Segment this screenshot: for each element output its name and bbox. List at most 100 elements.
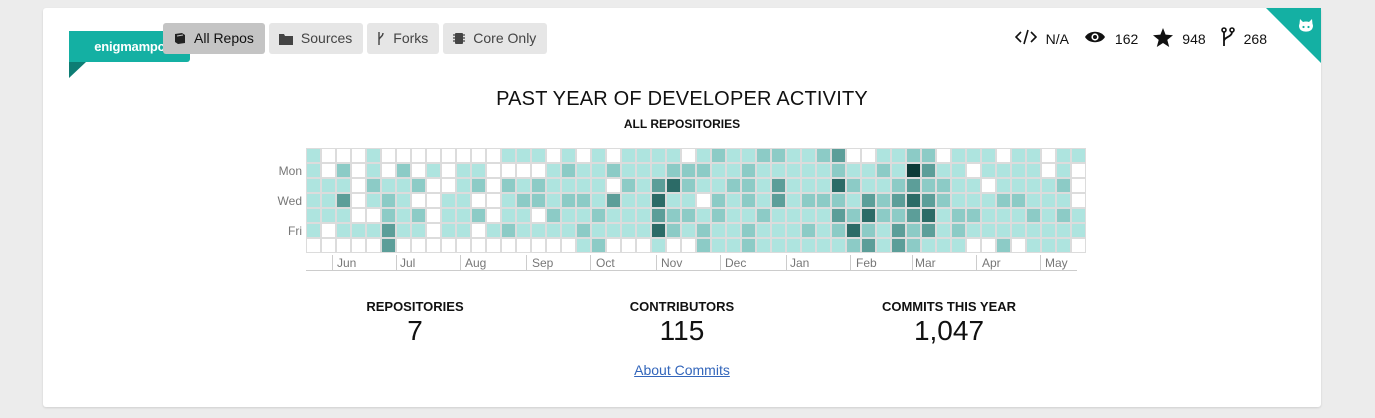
tab-core-only[interactable]: Core Only [443, 23, 548, 54]
heatmap-cell[interactable] [591, 178, 606, 193]
heatmap-cell[interactable] [1056, 163, 1071, 178]
heatmap-cell[interactable] [1011, 148, 1026, 163]
heatmap-cell[interactable] [321, 178, 336, 193]
heatmap-cell[interactable] [906, 223, 921, 238]
heatmap-cell[interactable] [456, 148, 471, 163]
heatmap-cell[interactable] [486, 148, 501, 163]
heatmap-cell[interactable] [801, 238, 816, 253]
heatmap-cell[interactable] [906, 193, 921, 208]
heatmap-cell[interactable] [396, 148, 411, 163]
heatmap-cell[interactable] [351, 148, 366, 163]
heatmap-cell[interactable] [501, 163, 516, 178]
heatmap-cell[interactable] [396, 208, 411, 223]
heatmap-cell[interactable] [546, 223, 561, 238]
heatmap-cell[interactable] [636, 223, 651, 238]
heatmap-cell[interactable] [606, 163, 621, 178]
heatmap-cell[interactable] [1056, 223, 1071, 238]
heatmap-cell[interactable] [666, 148, 681, 163]
heatmap-cell[interactable] [741, 223, 756, 238]
heatmap-cell[interactable] [981, 148, 996, 163]
heatmap-cell[interactable] [486, 178, 501, 193]
heatmap-cell[interactable] [756, 208, 771, 223]
heatmap-cell[interactable] [936, 208, 951, 223]
heatmap-cell[interactable] [1071, 178, 1086, 193]
heatmap-cell[interactable] [381, 223, 396, 238]
heatmap-cell[interactable] [861, 238, 876, 253]
heatmap-cell[interactable] [381, 238, 396, 253]
heatmap-cell[interactable] [666, 223, 681, 238]
heatmap-cell[interactable] [756, 163, 771, 178]
heatmap-cell[interactable] [921, 223, 936, 238]
heatmap-cell[interactable] [546, 178, 561, 193]
heatmap-cell[interactable] [576, 238, 591, 253]
heatmap-cell[interactable] [546, 238, 561, 253]
heatmap-cell[interactable] [786, 148, 801, 163]
heatmap-cell[interactable] [996, 208, 1011, 223]
heatmap-cell[interactable] [426, 163, 441, 178]
heatmap-cell[interactable] [801, 178, 816, 193]
heatmap-cell[interactable] [921, 163, 936, 178]
heatmap-cell[interactable] [1071, 238, 1086, 253]
heatmap-cell[interactable] [501, 238, 516, 253]
tab-sources[interactable]: Sources [268, 23, 364, 54]
heatmap-cell[interactable] [771, 208, 786, 223]
heatmap-cell[interactable] [486, 223, 501, 238]
heatmap-cell[interactable] [576, 223, 591, 238]
heatmap-cell[interactable] [681, 148, 696, 163]
heatmap-cell[interactable] [756, 178, 771, 193]
heatmap-cell[interactable] [666, 238, 681, 253]
heatmap-cell[interactable] [711, 163, 726, 178]
heatmap-cell[interactable] [396, 238, 411, 253]
heatmap-cell[interactable] [801, 223, 816, 238]
heatmap-cell[interactable] [426, 193, 441, 208]
heatmap-cell[interactable] [516, 193, 531, 208]
heatmap-cell[interactable] [516, 238, 531, 253]
heatmap-cell[interactable] [396, 178, 411, 193]
heatmap-cell[interactable] [621, 178, 636, 193]
heatmap-cell[interactable] [561, 223, 576, 238]
heatmap-cell[interactable] [636, 193, 651, 208]
heatmap-cell[interactable] [441, 208, 456, 223]
heatmap-cell[interactable] [831, 163, 846, 178]
heatmap-cell[interactable] [681, 193, 696, 208]
heatmap-cell[interactable] [441, 193, 456, 208]
heatmap-cell[interactable] [741, 163, 756, 178]
heatmap-cell[interactable] [786, 223, 801, 238]
heatmap-cell[interactable] [336, 178, 351, 193]
heatmap-cell[interactable] [621, 193, 636, 208]
heatmap-cell[interactable] [816, 148, 831, 163]
heatmap-cell[interactable] [981, 208, 996, 223]
heatmap-cell[interactable] [936, 148, 951, 163]
heatmap-cell[interactable] [816, 163, 831, 178]
heatmap-cell[interactable] [696, 193, 711, 208]
heatmap-cell[interactable] [501, 223, 516, 238]
heatmap-cell[interactable] [1026, 238, 1041, 253]
heatmap-cell[interactable] [786, 193, 801, 208]
heatmap-cell[interactable] [591, 148, 606, 163]
heatmap-cell[interactable] [771, 178, 786, 193]
heatmap-cell[interactable] [741, 238, 756, 253]
heatmap-cell[interactable] [951, 193, 966, 208]
heatmap-cell[interactable] [1041, 208, 1056, 223]
heatmap-cell[interactable] [771, 223, 786, 238]
heatmap-cell[interactable] [621, 163, 636, 178]
heatmap-cell[interactable] [576, 163, 591, 178]
heatmap-cell[interactable] [711, 148, 726, 163]
heatmap-cell[interactable] [591, 238, 606, 253]
heatmap-cell[interactable] [351, 223, 366, 238]
heatmap-cell[interactable] [321, 193, 336, 208]
heatmap-cell[interactable] [306, 193, 321, 208]
heatmap-cell[interactable] [771, 148, 786, 163]
heatmap-cell[interactable] [666, 208, 681, 223]
heatmap-cell[interactable] [786, 163, 801, 178]
heatmap-cell[interactable] [306, 223, 321, 238]
heatmap-cell[interactable] [1056, 178, 1071, 193]
heatmap-cell[interactable] [321, 208, 336, 223]
heatmap-cell[interactable] [606, 238, 621, 253]
heatmap-cell[interactable] [891, 193, 906, 208]
heatmap-cell[interactable] [411, 148, 426, 163]
heatmap-cell[interactable] [1071, 208, 1086, 223]
heatmap-cell[interactable] [681, 223, 696, 238]
heatmap-cell[interactable] [681, 238, 696, 253]
heatmap-cell[interactable] [846, 223, 861, 238]
